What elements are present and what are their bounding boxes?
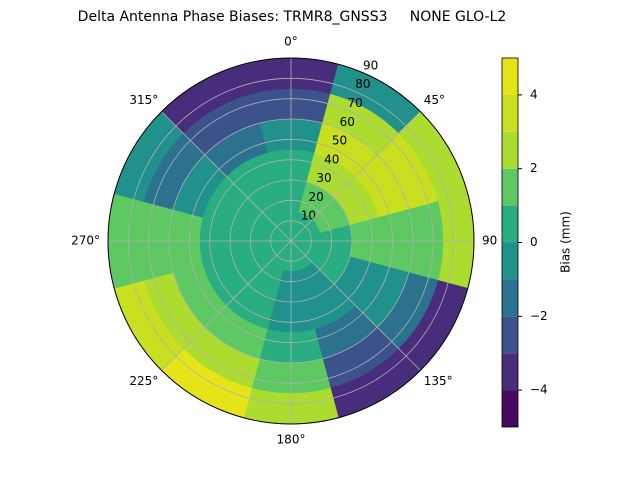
theta-tick-label: 0° — [284, 35, 298, 49]
colorbar-band — [502, 279, 518, 317]
colorbar-band — [502, 205, 518, 243]
chart-title: Delta Antenna Phase Biases: TRMR8_GNSS3 … — [78, 9, 507, 25]
colorbar-band — [502, 94, 518, 132]
colorbar-tick-label: −4 — [530, 383, 548, 397]
colorbar-tick-label: 0 — [530, 235, 538, 249]
r-tick-label: 50 — [332, 134, 347, 148]
polar-frame — [107, 57, 475, 425]
colorbar-band — [502, 242, 518, 280]
theta-tick-label: 135° — [424, 374, 453, 388]
r-tick-label: 80 — [355, 77, 370, 91]
r-tick-label: 90 — [363, 58, 378, 72]
r-tick-label: 10 — [301, 209, 316, 223]
grid-spoke — [161, 111, 292, 242]
colorbar-band — [502, 168, 518, 206]
theta-tick-label: 225° — [129, 374, 158, 388]
grid-spoke — [161, 240, 292, 371]
colorbar-label: Bias (mm) — [559, 211, 573, 273]
theta-tick-label: 315° — [129, 93, 158, 107]
theta-tick-label: 180° — [277, 433, 306, 447]
colorbar-band — [502, 58, 518, 95]
colorbar-band — [502, 390, 518, 427]
r-tick-label: 20 — [309, 190, 324, 204]
colorbar-tick-label: −2 — [530, 309, 548, 323]
theta-tick-label: 90 — [482, 234, 497, 248]
theta-tick-label: 270° — [71, 234, 100, 248]
r-tick-label: 60 — [340, 115, 355, 129]
r-tick-label: 30 — [316, 171, 331, 185]
colorbar-band — [502, 316, 518, 354]
theta-tick-label: 45° — [424, 93, 445, 107]
colorbar-tick-label: 4 — [530, 87, 538, 101]
grid-spoke — [290, 240, 421, 371]
colorbar-band — [502, 131, 518, 169]
colorbar-tick-label: 2 — [530, 161, 538, 175]
r-tick-label: 40 — [324, 152, 339, 166]
grid-spoke — [290, 111, 421, 242]
colorbar-band — [502, 353, 518, 391]
r-tick-label: 70 — [347, 96, 362, 110]
